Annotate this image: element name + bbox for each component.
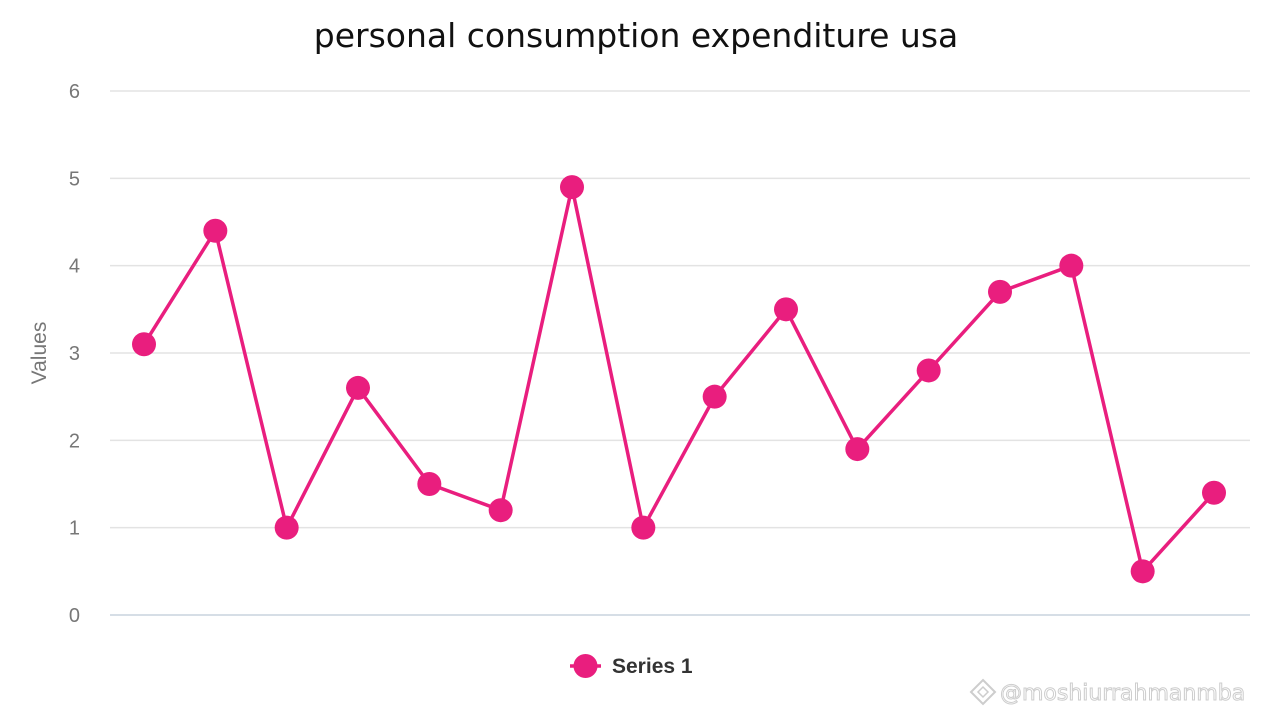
watermark-text: @moshiurrahmanmba xyxy=(1000,681,1245,706)
legend-dot-marker xyxy=(573,654,598,678)
y-axis-title: Values xyxy=(28,322,51,385)
y-tick-label: 4 xyxy=(69,256,80,278)
data-point[interactable] xyxy=(916,358,941,383)
y-tick-label: 0 xyxy=(69,605,80,627)
y-axis-ticks: 0 1 2 3 4 5 6 xyxy=(69,81,80,627)
data-point[interactable] xyxy=(203,218,228,243)
data-point[interactable] xyxy=(132,332,156,357)
y-tick-label: 1 xyxy=(69,518,80,540)
data-point[interactable] xyxy=(1130,559,1155,584)
data-point[interactable] xyxy=(274,515,299,540)
y-tick-label: 2 xyxy=(69,430,80,452)
data-point[interactable] xyxy=(988,279,1012,304)
data-point[interactable] xyxy=(845,437,870,462)
legend[interactable]: Series 1 xyxy=(570,654,693,678)
y-tick-label: 3 xyxy=(69,343,80,365)
data-point[interactable] xyxy=(1059,253,1084,278)
data-point[interactable] xyxy=(702,384,727,409)
legend-label-series-1: Series 1 xyxy=(612,655,693,678)
chart-title: personal consumption expenditure usa xyxy=(314,16,959,55)
series-group xyxy=(132,175,1226,584)
data-point[interactable] xyxy=(631,515,656,540)
data-point[interactable] xyxy=(1202,480,1226,505)
data-point[interactable] xyxy=(560,175,584,200)
data-point[interactable] xyxy=(488,498,513,523)
grid-lines xyxy=(110,90,1250,616)
y-tick-label: 5 xyxy=(69,168,80,190)
diamond-logo-icon xyxy=(969,678,997,706)
y-tick-label: 6 xyxy=(69,81,80,103)
data-point[interactable] xyxy=(774,297,798,322)
data-point[interactable] xyxy=(346,375,370,400)
data-point[interactable] xyxy=(417,472,442,496)
watermark: @moshiurrahmanmba xyxy=(969,678,1246,707)
series-line-1 xyxy=(142,185,1216,574)
